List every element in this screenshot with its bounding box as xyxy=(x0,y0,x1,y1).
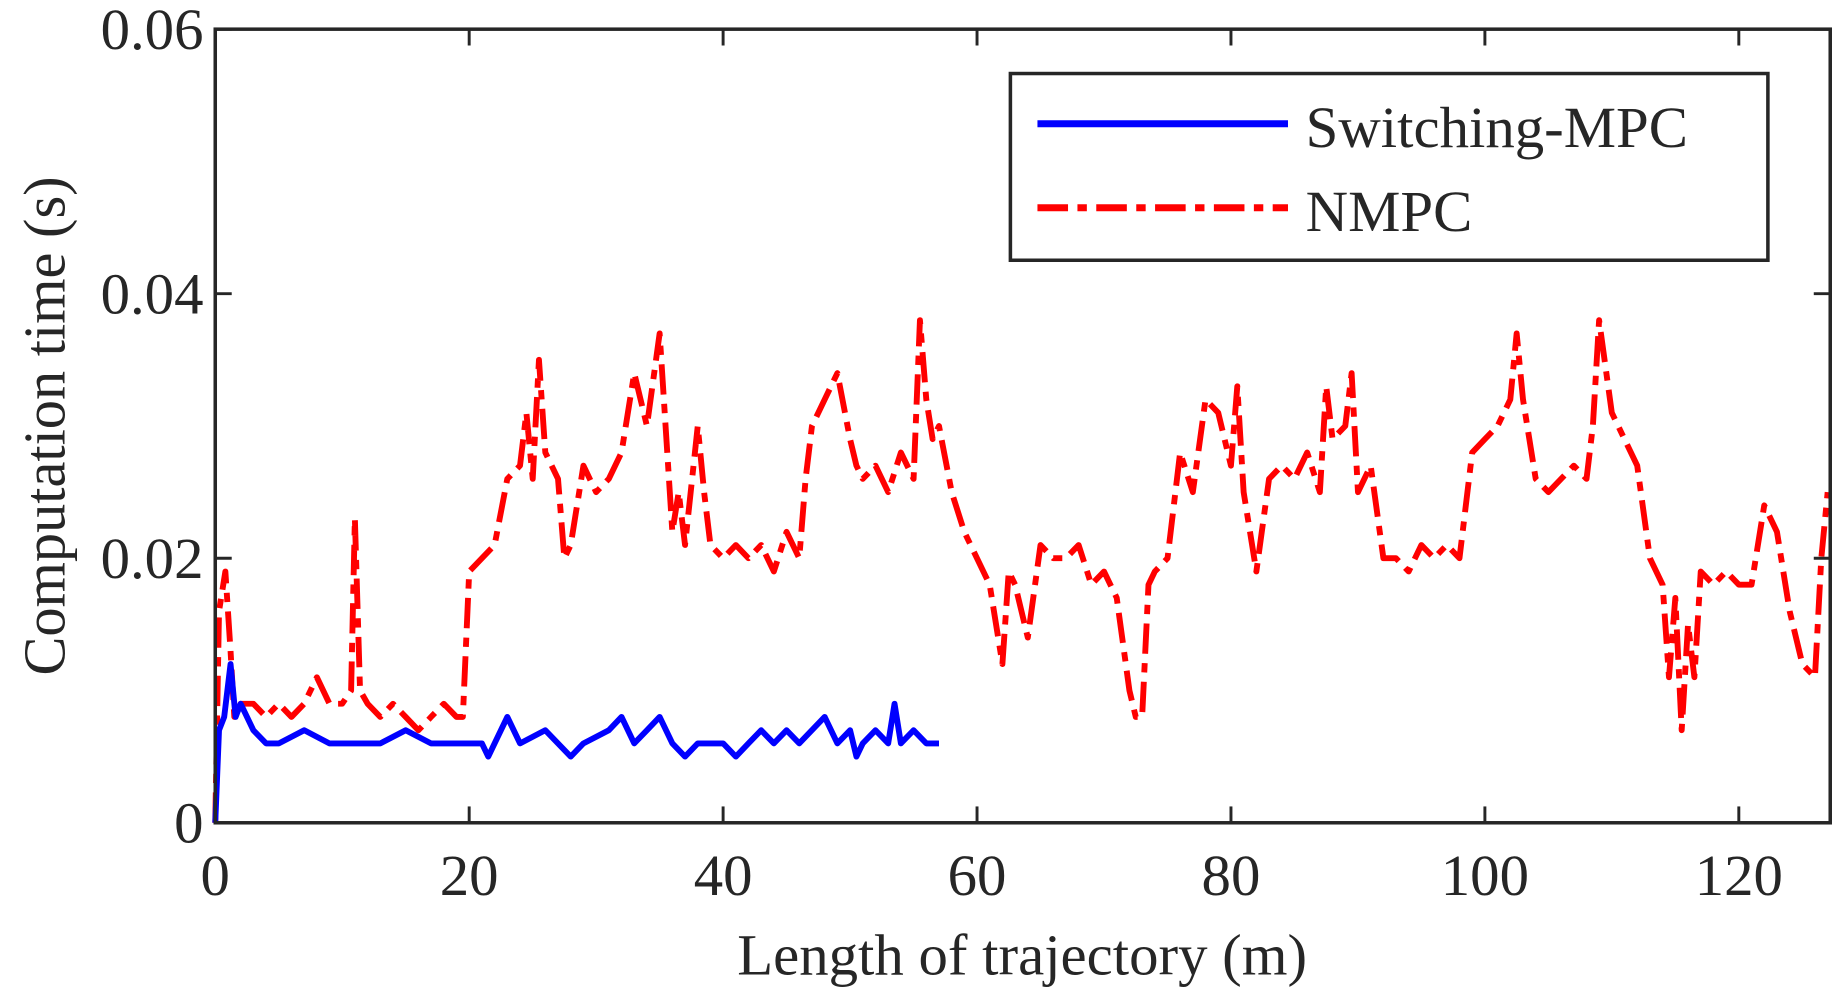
legend-label-nmpc: NMPC xyxy=(1306,179,1473,244)
legend-box xyxy=(1008,71,1770,263)
series-line-switching-mpc xyxy=(212,661,939,823)
x-tick-label: 80 xyxy=(1202,843,1261,908)
x-tick-label: 120 xyxy=(1695,843,1783,908)
y-tick-label: 0 xyxy=(174,791,203,856)
x-tick-label: 100 xyxy=(1441,843,1529,908)
y-tick-label: 0.02 xyxy=(101,526,204,591)
x-tick-label: 0 xyxy=(201,843,230,908)
y-tick-label: 0.04 xyxy=(101,262,204,327)
x-tick-label: 60 xyxy=(948,843,1007,908)
x-tick-label: 40 xyxy=(694,843,753,908)
legend-label-switching-mpc: Switching-MPC xyxy=(1306,95,1688,160)
axis-ticks: 0 20 40 60 80 100 120 0 0.02 0.04 0.06 xyxy=(101,0,1831,908)
y-axis-label: Computation time (s) xyxy=(12,176,77,675)
plot-lines xyxy=(212,317,1831,823)
series-line-nmpc xyxy=(212,317,1831,823)
x-tick-label: 20 xyxy=(440,843,499,908)
y-tick-label: 0.06 xyxy=(101,0,204,62)
axes-box xyxy=(213,27,1833,825)
legend: Switching-MPC NMPC xyxy=(1008,71,1770,263)
x-axis-label: Length of trajectory (m) xyxy=(737,923,1307,988)
